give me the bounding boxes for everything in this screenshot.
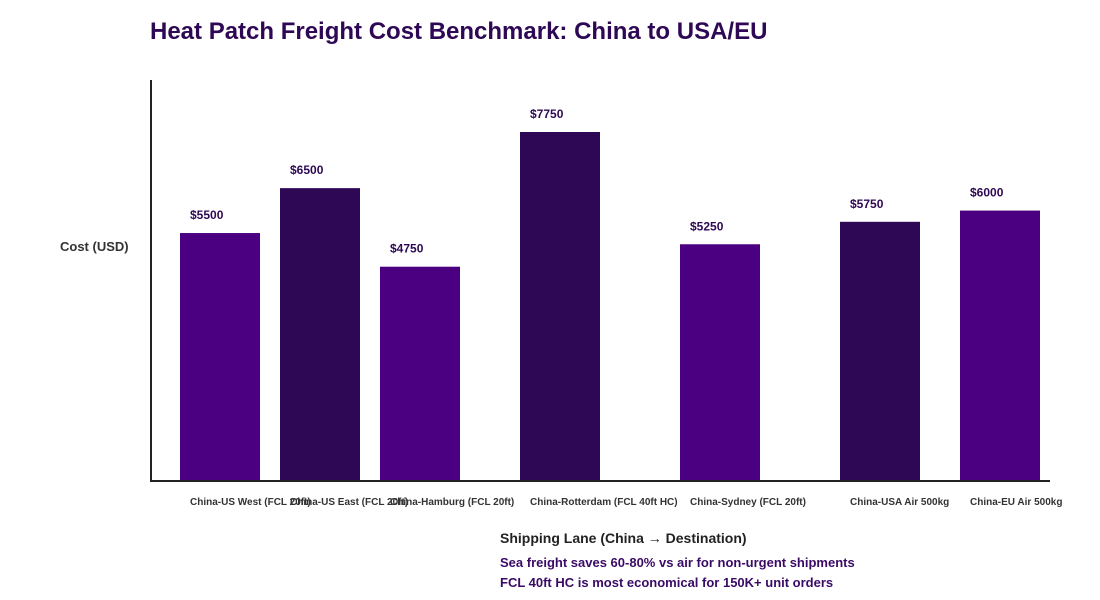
x-tick-label-1: China-US West (FCL 20ft) <box>190 497 311 508</box>
x-tick-label-2: China-US East (FCL 20ft) <box>290 497 408 508</box>
bar-5 <box>680 244 760 480</box>
bar-4 <box>520 132 600 480</box>
value-label-1: $5500 <box>190 208 224 222</box>
bars-group <box>180 132 1040 481</box>
x-tick-label-5: China-Sydney (FCL 20ft) <box>690 497 806 508</box>
value-label-7: $6000 <box>970 186 1004 200</box>
x-tick-label-4: China-Rotterdam (FCL 40ft HC) <box>530 497 678 508</box>
note-sea-freight: Sea freight saves 60-80% vs air for non-… <box>500 555 855 570</box>
value-label-6: $5750 <box>850 197 884 211</box>
bar-7 <box>960 210 1040 481</box>
note-fcl-40ft: FCL 40ft HC is most economical for 150K+… <box>500 575 834 590</box>
bar-3 <box>380 266 460 480</box>
bar-1 <box>180 233 260 480</box>
value-labels-group: $5500 $6500 $4750 $7750 $5250 $5750 $6000 <box>190 107 1004 256</box>
x-tick-label-6: China-USA Air 500kg <box>850 497 949 508</box>
value-label-5: $5250 <box>690 219 724 233</box>
bar-6 <box>840 221 920 480</box>
chart-title: Heat Patch Freight Cost Benchmark: China… <box>150 18 768 45</box>
x-tick-label-3: China-Hamburg (FCL 20ft) <box>390 497 514 508</box>
bar-2 <box>280 188 360 480</box>
value-label-2: $6500 <box>290 163 324 177</box>
value-label-4: $7750 <box>530 107 564 121</box>
x-tick-labels-group: China-US West (FCL 20ft)China-US East (F… <box>190 497 1062 508</box>
x-axis-label: Shipping Lane (China → Destination) <box>500 530 747 546</box>
y-axis-label: Cost (USD) <box>60 239 129 254</box>
x-tick-label-7: China-EU Air 500kg <box>970 497 1062 508</box>
value-label-3: $4750 <box>390 242 424 256</box>
